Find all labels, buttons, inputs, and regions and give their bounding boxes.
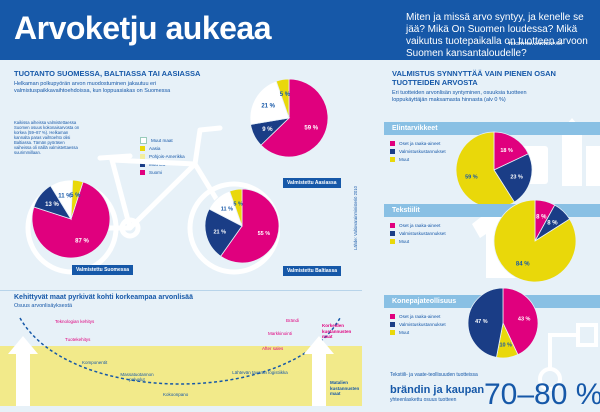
- legend-item: Pohjois-Amerikka: [140, 152, 185, 160]
- pie-slice: [493, 199, 577, 283]
- pie-slice-label: 5 %: [280, 92, 291, 98]
- bottom-big-number: 70–80 %: [484, 378, 600, 411]
- legend-swatch: [390, 329, 395, 335]
- legend-konepajateollisuus: Oset ja raaka-aineet Valmistuskustannuks…: [390, 312, 446, 336]
- header-bar: [0, 0, 600, 60]
- low-cost-band: [0, 346, 362, 406]
- pie-slice-label: 10 %: [499, 343, 512, 349]
- bottom-text-a: Tekstiili- ja vaate-teollisuuden tuottei…: [390, 372, 478, 378]
- caption-finland: Valmistettu Suomessa: [72, 265, 134, 275]
- pie-finland: 87 % 13 % 11 %5 %: [31, 179, 111, 259]
- left-arrow: [8, 336, 38, 406]
- label-komponentit: Komponentit: [82, 360, 108, 365]
- pie-slice: [467, 287, 504, 358]
- pie-asia: 59 % 9 % 21 % 5 %: [249, 78, 329, 158]
- divider: [0, 290, 362, 291]
- left-section-title: TUOTANTO SUOMESSA, BALTIASSA TAI AASIASS…: [14, 69, 201, 78]
- legend-swatch: [390, 321, 395, 327]
- pie-slice: [260, 78, 329, 158]
- legend-swatch: [140, 136, 147, 144]
- header-intro: Miten ja missä arvo syntyy, ja kenelle s…: [406, 12, 588, 59]
- pie-slice: [204, 208, 243, 257]
- label-after-sales: After sales: [262, 346, 284, 351]
- pie-slice-label: 21 %: [213, 229, 226, 235]
- legend-swatch: [390, 313, 395, 319]
- machine-part-illustration: [538, 323, 598, 391]
- pie-slice: [493, 131, 529, 171]
- legend-swatch: [140, 153, 145, 159]
- pie-slice: [229, 188, 243, 227]
- source-note: Lähde: Valtiovarainministeriö 2010: [353, 186, 358, 250]
- label-tuotekehitys: Tuotekehitys: [65, 337, 91, 342]
- right-section-subtitle: Eri tuotteiden arvonlisän syntyminen, os…: [392, 90, 527, 103]
- caption-baltic: Valmistettu Baltiassa: [283, 266, 342, 276]
- pie-slice-label: 5 %: [70, 193, 81, 199]
- caption-asia: Valmistettu Aasiassa: [283, 178, 341, 188]
- label-kokoonpano: Kokoonpano: [163, 392, 189, 397]
- pie-slice-label: 21 %: [261, 104, 275, 110]
- pie-tekstiilit: 8 %8 % 84 %: [493, 199, 577, 283]
- pie-slice-label: 43 %: [518, 316, 531, 322]
- legend-swatch: [390, 156, 395, 162]
- left-section-subtitle: Helkaman polkupyörän arvon muodostuminen…: [14, 81, 171, 94]
- pie-slice-label: 87 %: [75, 239, 89, 245]
- pie-slice: [220, 188, 280, 264]
- label-teknologian-kehitys: Teknologian kehitys: [55, 319, 95, 324]
- page-title: Arvoketju aukeaa: [14, 10, 272, 46]
- legend-elintarvikkeet: Oset ja raaka-aineet Valmistuskustannuks…: [390, 139, 446, 163]
- label-massatuotanto: Massatuotannon palvelut: [120, 372, 154, 382]
- pie-baltic: 55 % 21 % 11 %5 %: [204, 188, 280, 264]
- label-brandi: Brändi: [286, 318, 300, 323]
- legend-item: Muut maat: [140, 136, 185, 144]
- label-markkinointi: Markkinointi: [268, 331, 293, 336]
- pie-slice-label: 18 %: [500, 148, 513, 154]
- pie-slice-label: 8 %: [536, 214, 547, 220]
- pie-slice: [493, 153, 533, 203]
- pie-slice-label: 84 %: [516, 261, 530, 267]
- right-arrow: [304, 336, 334, 406]
- pie-konepajateollisuus: 43 % 10 % 47 %: [467, 287, 539, 359]
- pie-slice: [249, 80, 290, 125]
- label-low-cost: Matalien kustannusten maat: [330, 380, 360, 396]
- pie-slice-label: 59 %: [304, 125, 318, 131]
- pie-slice: [502, 287, 539, 356]
- header-credit: TEKSTI RIA JÄRVENPÄÄ: [508, 41, 562, 46]
- bottom-section-subtitle: Osuus arvonlisäyksestä: [14, 303, 73, 309]
- smile-curve-chart: [0, 317, 362, 406]
- pie-slice-label: 59 %: [465, 175, 478, 181]
- legend-swatch: [390, 238, 395, 244]
- legend-swatch: [140, 145, 145, 151]
- pie-slice: [275, 78, 290, 119]
- right-section-title: VALMISTUS SYNNYTTÄÄ VAIN PIENEN OSAN TUO…: [392, 69, 556, 87]
- pie-slice-label: 11 %: [58, 194, 72, 200]
- bottom-text-b: brändin ja kaupan: [390, 384, 485, 396]
- bottom-text-c: yhteenlaskettu osuus tuotteen: [390, 397, 457, 403]
- label-high-cost: Korkeiden kustannusten maat: [322, 323, 352, 339]
- legend-swatch: [390, 148, 395, 154]
- pie-slice-label: 55 %: [258, 231, 271, 237]
- pie-slice-label: 11 %: [221, 207, 233, 213]
- legend-item: Suomi: [140, 168, 185, 176]
- pie-slice-label: 8 %: [547, 220, 558, 226]
- legend-swatch: [390, 230, 395, 236]
- legend-swatch: [390, 222, 395, 228]
- pie-slice-label: 23 %: [510, 175, 523, 181]
- label-logistiikka: Lähtevän tavaran logistiikka: [232, 370, 288, 375]
- pie-slice: [70, 179, 84, 220]
- band-elintarvikkeet: Elintarvikkeet: [384, 122, 600, 135]
- bottom-section-title: Kehittyvät maat pyrkivät kohti korkeampa…: [14, 294, 193, 301]
- pie-slice-label: 5 %: [233, 201, 243, 207]
- pie-slice-label: 9 %: [262, 127, 273, 133]
- legend-tekstiilit: Oset ja raaka-aineet Valmistuskustannuks…: [390, 221, 446, 245]
- left-section-note: Kaikissa aiheissa valmistettaessa Suomen…: [14, 120, 80, 155]
- legend-swatch: [390, 140, 395, 146]
- pie-elintarvikkeet: 18 % 23 % 59 %: [455, 131, 533, 209]
- pie-slice-label: 47 %: [475, 319, 488, 325]
- legend-swatch: [140, 169, 145, 175]
- pie-slice-label: 13 %: [45, 202, 59, 208]
- legend-item: Aasia: [140, 144, 185, 152]
- pie-slice: [31, 181, 111, 259]
- legend-swatch: [140, 161, 145, 167]
